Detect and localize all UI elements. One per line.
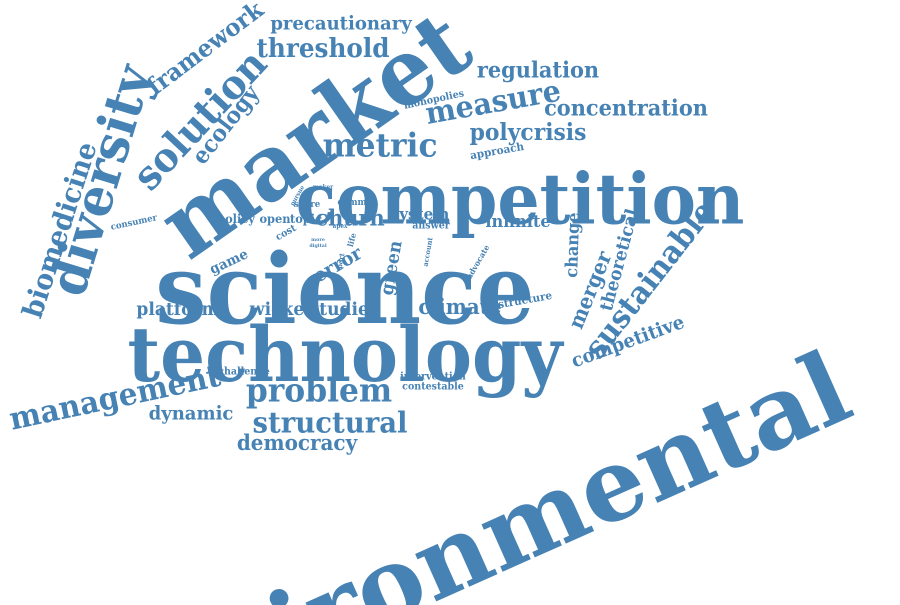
- word-contestable: contestable: [402, 381, 464, 392]
- word-answer: answer: [412, 220, 450, 231]
- word-management: management: [6, 358, 224, 438]
- word-change: change: [561, 212, 584, 278]
- word-polycrisis: polycrisis: [470, 120, 587, 147]
- word-threshold: threshold: [256, 33, 389, 64]
- word-democracy: democracy: [237, 431, 358, 456]
- word-topic: topic: [290, 212, 322, 226]
- word-metric: metric: [322, 126, 437, 165]
- word-infinite: infinite: [485, 211, 550, 232]
- word-maker: maker: [313, 185, 334, 191]
- word-open: open: [259, 212, 291, 226]
- word-policy: policy: [217, 212, 256, 226]
- word-churn: churn: [315, 206, 385, 232]
- word-common: common: [338, 198, 379, 208]
- word-apex: apex: [333, 224, 348, 230]
- word-precautionary: precautionary: [270, 13, 413, 35]
- word-platform: platform: [136, 300, 220, 321]
- word-studies: studies: [310, 300, 379, 321]
- word-concentration: concentration: [544, 96, 708, 122]
- word-digital: digital: [309, 243, 326, 249]
- word-wicked: wicked: [249, 300, 316, 321]
- word-dynamic: dynamic: [149, 403, 234, 425]
- word-climate: climate: [418, 295, 501, 320]
- word-challenge: challenge: [218, 366, 270, 377]
